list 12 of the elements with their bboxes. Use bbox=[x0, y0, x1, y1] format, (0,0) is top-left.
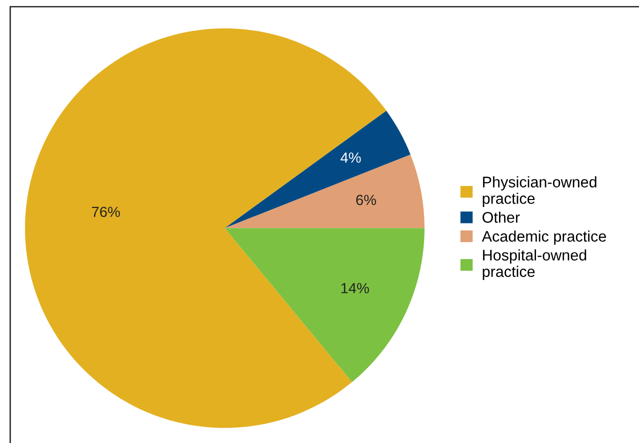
data-label: 14% bbox=[341, 283, 369, 294]
data-label: 6% bbox=[356, 194, 376, 206]
legend-label: Other bbox=[482, 212, 520, 223]
data-label: 4% bbox=[340, 152, 361, 163]
legend-label: Physician-owned practice bbox=[482, 176, 596, 207]
pie-slice bbox=[224, 154, 425, 228]
legend-label: Academic practice bbox=[482, 230, 606, 245]
data-label: 76% bbox=[92, 206, 120, 218]
pie-slice bbox=[25, 28, 386, 428]
pie-slice bbox=[224, 228, 425, 382]
legend-label: Hospital-owned practice bbox=[482, 249, 586, 280]
pie-slice bbox=[224, 110, 410, 228]
